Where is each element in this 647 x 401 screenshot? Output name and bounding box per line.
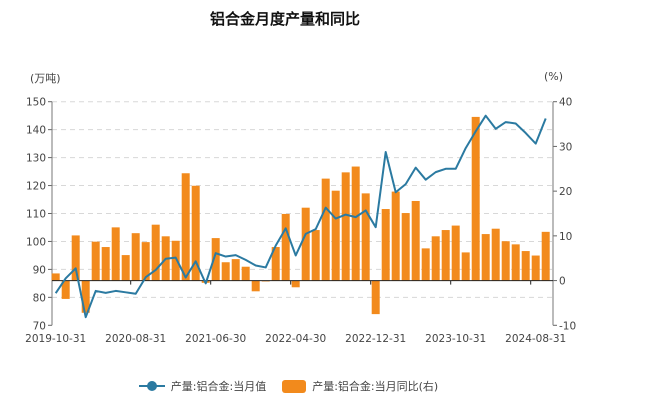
bar <box>351 166 360 281</box>
bar <box>541 231 550 281</box>
bar <box>191 185 200 281</box>
bar <box>381 209 390 281</box>
bar <box>331 190 340 281</box>
left-axis-tick-label: 110 <box>26 209 46 221</box>
bar <box>71 235 80 281</box>
x-axis-tick-label: 2022-04-30 <box>265 333 326 345</box>
x-axis-tick-label: 2022-12-31 <box>345 333 406 345</box>
legend-item-yoy[interactable]: 产量:铝合金:当月同比(右) <box>282 378 438 394</box>
bar <box>301 207 310 281</box>
left-axis-tick-label: 90 <box>33 264 46 276</box>
right-axis-tick-label: -10 <box>559 320 576 332</box>
legend: 产量:铝合金:当月值 产量:铝合金:当月同比(右) <box>0 378 647 394</box>
left-axis-tick-label: 140 <box>26 125 46 137</box>
bar <box>451 225 460 281</box>
chart-title: 铝合金月度产量和同比 <box>209 10 360 28</box>
bar <box>521 251 530 281</box>
bar <box>61 280 70 299</box>
left-axis-tick-label: 80 <box>33 292 46 304</box>
bar <box>181 173 190 281</box>
bar <box>51 273 60 281</box>
x-axis-tick-label: 2023-10-31 <box>425 333 486 345</box>
bar <box>131 233 140 281</box>
bar <box>481 234 490 281</box>
legend-label: 产量:铝合金:当月值 <box>170 380 267 393</box>
bar <box>221 262 230 281</box>
bar <box>341 172 350 281</box>
bar <box>491 228 500 281</box>
bar <box>531 255 540 281</box>
x-axis-tick-label: 2019-10-31 <box>25 333 86 345</box>
bar <box>281 213 290 281</box>
legend-label: 产量:铝合金:当月同比(右) <box>312 380 439 393</box>
right-axis-tick-label: 10 <box>559 231 572 243</box>
right-axis-tick-label: 0 <box>559 276 566 288</box>
bar <box>471 116 480 281</box>
bar <box>421 248 430 281</box>
bar <box>211 238 220 281</box>
x-axis-tick-label: 2020-08-31 <box>105 333 166 345</box>
bar <box>151 224 160 281</box>
bar <box>91 241 100 281</box>
bar <box>311 230 320 281</box>
bar <box>401 213 410 281</box>
left-axis-tick-label: 100 <box>26 236 46 248</box>
x-axis-tick-label: 2021-06-30 <box>185 333 246 345</box>
bar <box>141 242 150 281</box>
bar <box>361 193 370 281</box>
left-axis-unit: (万吨) <box>30 72 61 85</box>
right-axis-tick-label: 20 <box>559 186 572 198</box>
bar <box>241 266 250 281</box>
bar <box>271 247 280 281</box>
x-axis-tick-label: 2024-08-31 <box>505 333 566 345</box>
bar <box>371 280 380 315</box>
bar <box>251 280 260 292</box>
bar <box>101 247 110 281</box>
line-marker-icon <box>138 380 165 392</box>
legend-item-production[interactable]: 产量:铝合金:当月值 <box>138 378 267 394</box>
bar <box>501 241 510 281</box>
bar <box>411 200 420 281</box>
bar <box>321 178 330 281</box>
bar <box>391 191 400 281</box>
bar <box>441 230 450 281</box>
bar <box>111 227 120 281</box>
bar <box>121 255 130 281</box>
right-axis-tick-label: 40 <box>559 97 572 109</box>
bar <box>231 259 240 281</box>
bar-swatch-icon <box>282 379 307 393</box>
bar <box>431 236 440 281</box>
bar <box>461 252 470 281</box>
bar <box>511 244 520 281</box>
production-line <box>54 114 547 319</box>
left-axis-tick-label: 150 <box>26 97 46 109</box>
right-axis-unit: (%) <box>544 70 564 83</box>
right-axis-tick-label: 30 <box>559 141 572 153</box>
left-axis-tick-label: 120 <box>26 181 46 193</box>
left-axis-tick-label: 130 <box>26 153 46 165</box>
bar <box>171 240 180 281</box>
bar <box>291 280 300 288</box>
bar <box>81 280 90 313</box>
left-axis-tick-label: 70 <box>33 320 46 332</box>
